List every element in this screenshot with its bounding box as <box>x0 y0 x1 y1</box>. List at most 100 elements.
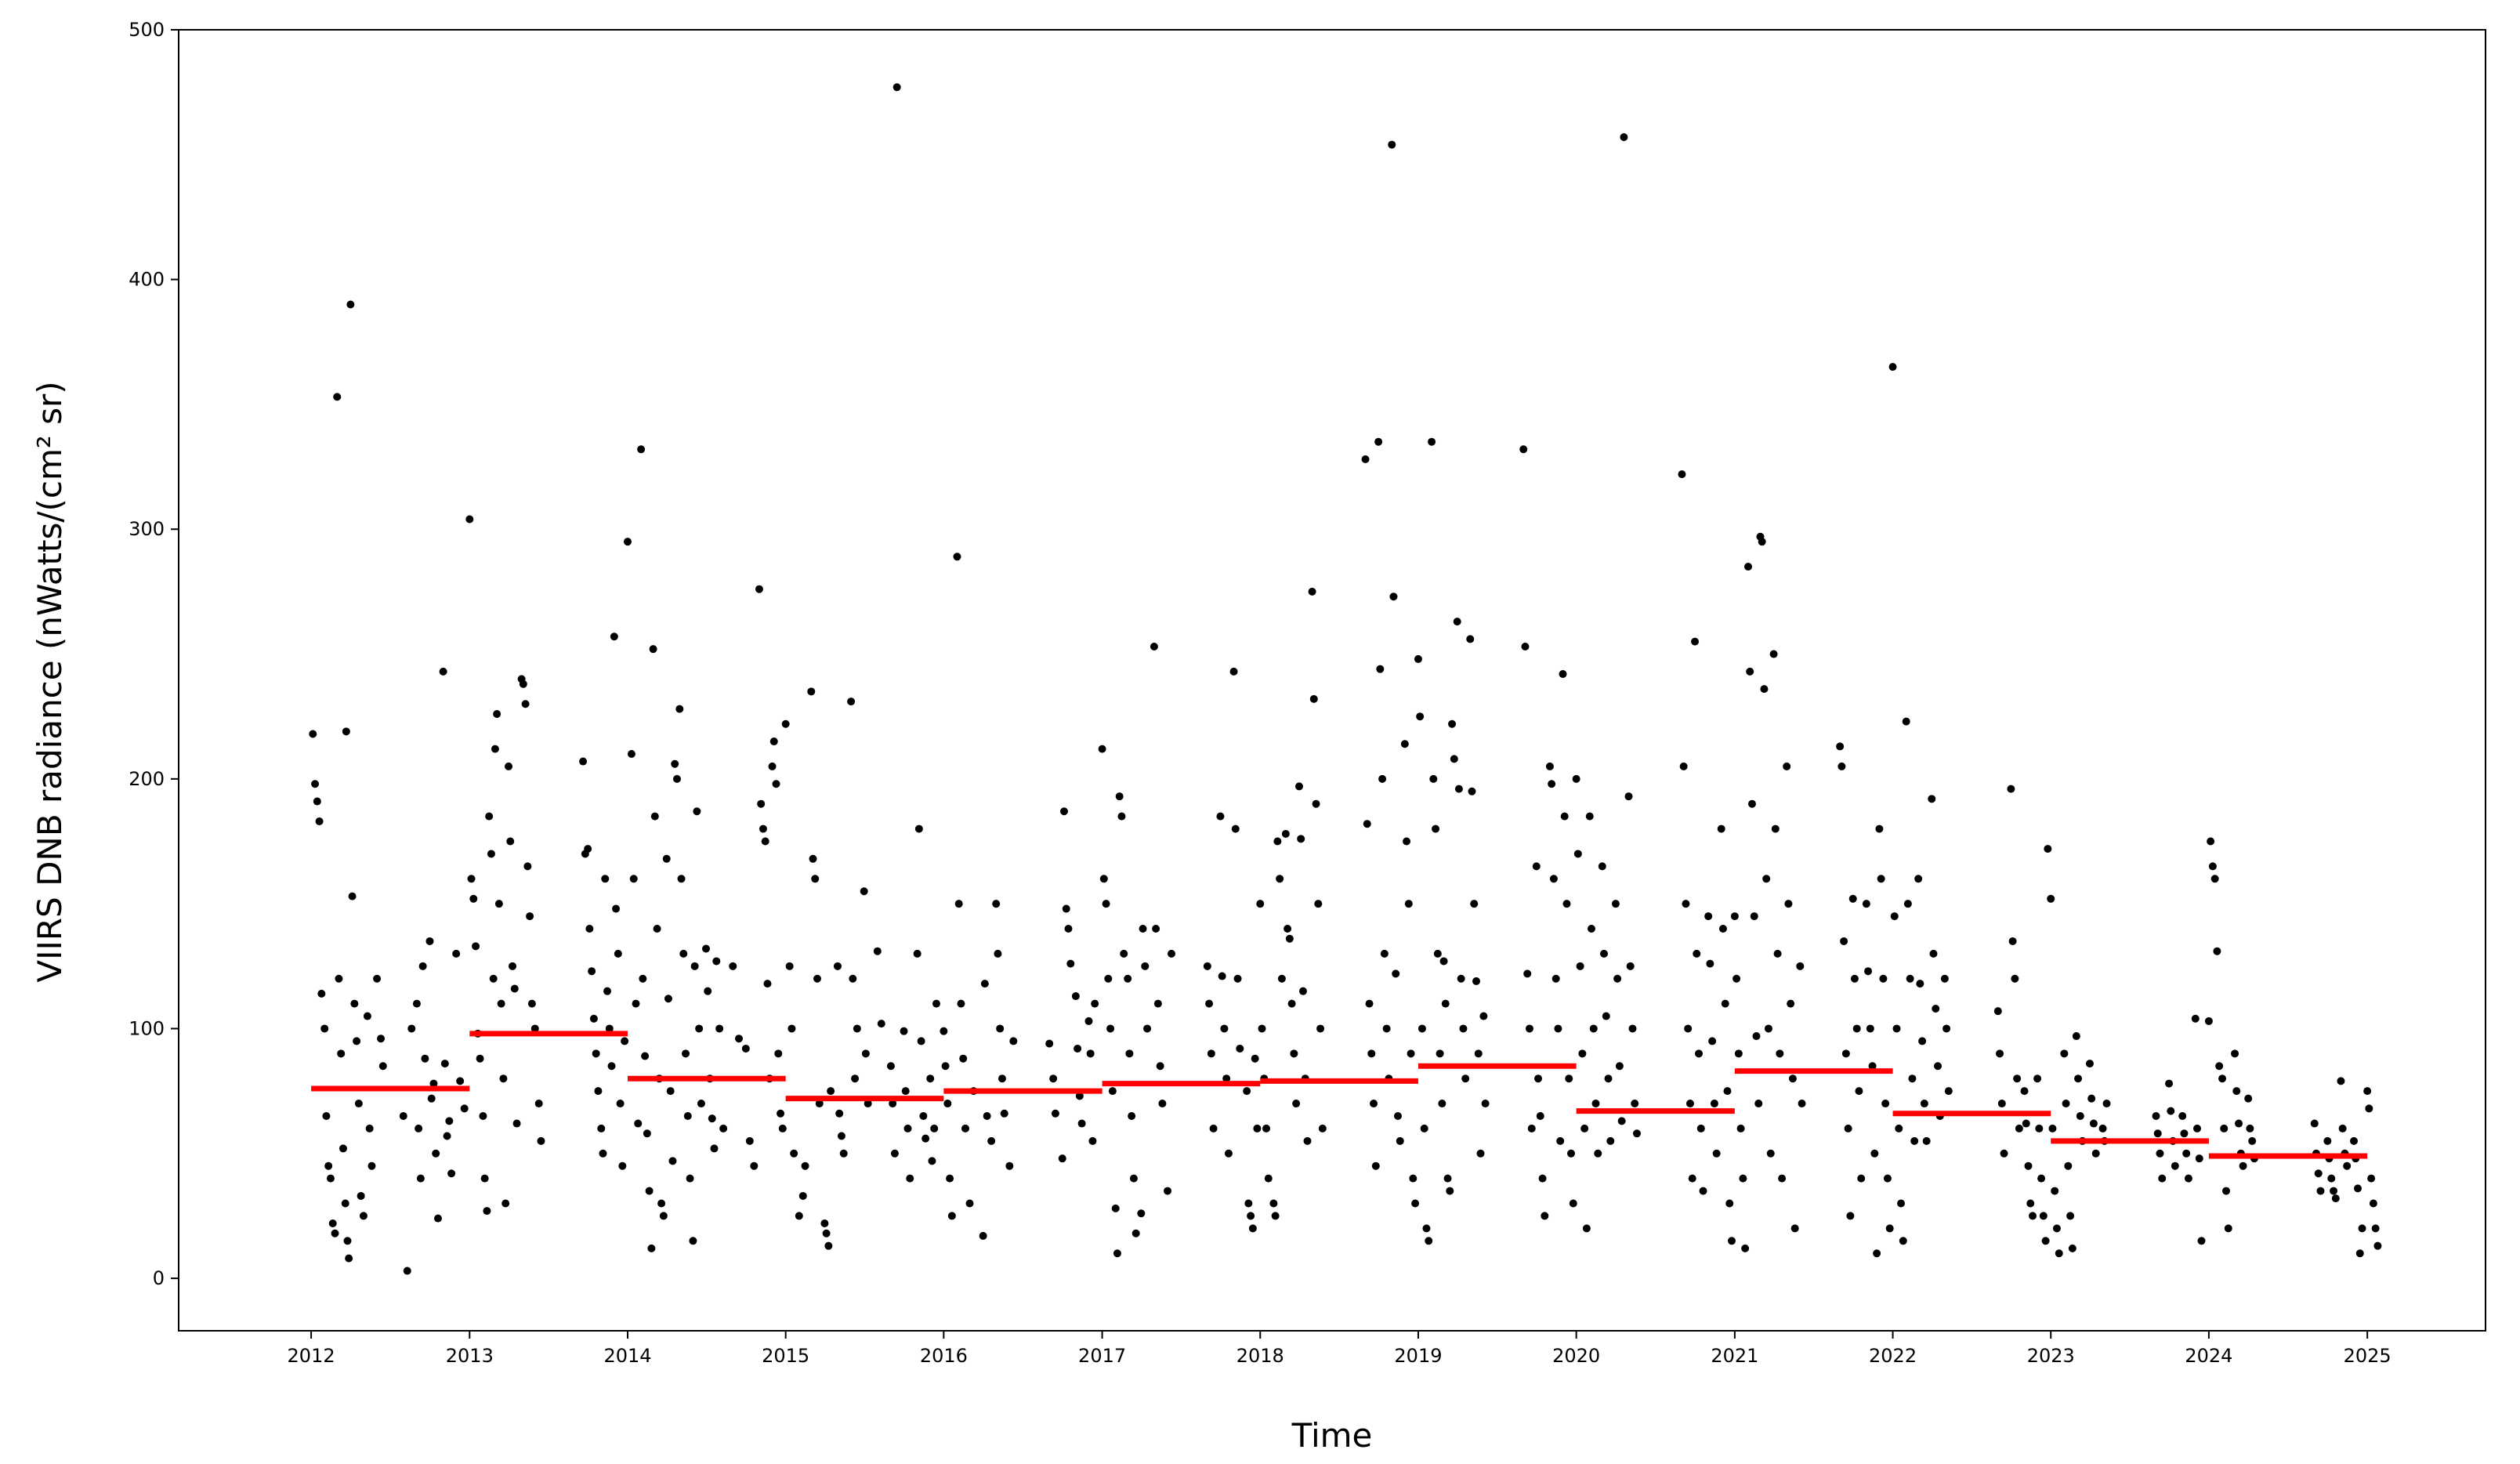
data-point <box>1685 1100 1694 1108</box>
data-point <box>493 710 501 719</box>
data-point <box>2215 1062 2224 1071</box>
data-point <box>1077 1119 1086 1128</box>
data-point <box>1902 717 1910 726</box>
data-point <box>813 974 822 983</box>
data-point <box>2076 1111 2084 1120</box>
data-point <box>634 1119 643 1128</box>
data-point <box>697 1100 705 1108</box>
data-point <box>873 947 882 955</box>
data-point <box>1470 900 1479 908</box>
data-point <box>649 645 657 654</box>
data-point <box>354 1100 363 1108</box>
data-point <box>1536 1111 1544 1120</box>
data-point <box>605 1024 614 1033</box>
data-point <box>677 875 686 883</box>
data-point <box>1400 740 1409 748</box>
data-point <box>1086 1049 1095 1058</box>
x-tick-label: 2015 <box>762 1345 809 1367</box>
data-point <box>1758 538 1766 546</box>
data-point <box>2089 1119 2098 1128</box>
data-point <box>501 1199 510 1208</box>
data-point <box>2008 937 2017 945</box>
data-point <box>815 1100 824 1108</box>
data-point <box>1005 1161 1014 1170</box>
data-point <box>433 1214 442 1223</box>
data-point <box>1137 1209 1146 1218</box>
data-point <box>1875 824 1884 833</box>
data-point <box>913 949 921 958</box>
data-point <box>1231 824 1240 833</box>
data-point <box>954 900 963 908</box>
data-point <box>708 1114 716 1123</box>
data-point <box>1790 1224 1799 1233</box>
data-point <box>1428 437 1436 446</box>
data-point <box>341 1199 349 1208</box>
data-point <box>1099 875 1108 883</box>
data-point <box>672 774 681 783</box>
data-point <box>1523 969 1532 978</box>
data-point <box>1940 974 1949 983</box>
data-point <box>2182 1149 2191 1158</box>
data-point <box>1895 1124 1903 1132</box>
data-point <box>1897 1199 1906 1208</box>
data-point <box>809 854 817 863</box>
data-point <box>1425 1237 1433 1245</box>
data-point <box>1836 742 1845 751</box>
data-point <box>1207 1049 1215 1058</box>
data-point <box>526 912 534 921</box>
data-point <box>1892 1024 1901 1033</box>
data-point <box>2152 1111 2160 1120</box>
data-point <box>1071 992 1080 1001</box>
y-axis-title: VIIRS DNB radiance (nWatts/(cm² sr) <box>31 381 69 982</box>
data-point <box>2047 894 2055 903</box>
data-point <box>1580 1124 1589 1132</box>
x-tick-label: 2018 <box>1236 1345 1284 1367</box>
data-point <box>2373 1241 2382 1250</box>
data-point <box>1750 912 1758 921</box>
data-point <box>2248 1136 2257 1145</box>
data-point <box>373 974 382 983</box>
data-point <box>1572 774 1580 783</box>
data-point <box>940 1027 948 1035</box>
data-point <box>926 1074 935 1083</box>
data-point <box>980 980 989 988</box>
data-point <box>650 812 659 821</box>
data-point <box>1382 1024 1391 1033</box>
data-point <box>460 1104 469 1113</box>
data-point <box>1236 1044 1244 1053</box>
data-point <box>2026 1199 2035 1208</box>
data-point <box>1736 1124 1745 1132</box>
data-point <box>2353 1184 2362 1193</box>
data-point <box>2091 1149 2100 1158</box>
data-point <box>1124 974 1132 983</box>
data-point <box>1721 999 1729 1008</box>
data-point <box>1290 1049 1298 1058</box>
data-point <box>1723 1087 1732 1096</box>
data-point <box>1929 949 1938 958</box>
data-point <box>2235 1119 2243 1128</box>
data-point <box>1600 949 1609 958</box>
data-point <box>1993 1007 2002 1016</box>
data-point <box>2035 1124 2044 1132</box>
data-point <box>317 989 326 998</box>
data-point <box>1764 1024 1772 1033</box>
data-point <box>1104 974 1113 983</box>
data-point <box>1868 1062 1877 1071</box>
data-point <box>1762 875 1771 883</box>
data-point <box>2039 1212 2048 1220</box>
data-point <box>2369 1199 2377 1208</box>
data-point <box>1838 762 1846 770</box>
data-point <box>505 762 513 770</box>
data-point <box>2327 1174 2336 1183</box>
data-point <box>1064 925 1073 933</box>
data-point <box>1403 837 1411 846</box>
data-point <box>1229 667 1238 676</box>
data-point <box>860 887 868 896</box>
data-point <box>1527 1124 1536 1132</box>
data-point <box>1091 999 1099 1008</box>
x-tick-label: 2016 <box>920 1345 968 1367</box>
data-point <box>1766 1149 1775 1158</box>
data-point <box>1243 1087 1251 1096</box>
data-point <box>1277 974 1286 983</box>
data-point <box>772 780 780 788</box>
